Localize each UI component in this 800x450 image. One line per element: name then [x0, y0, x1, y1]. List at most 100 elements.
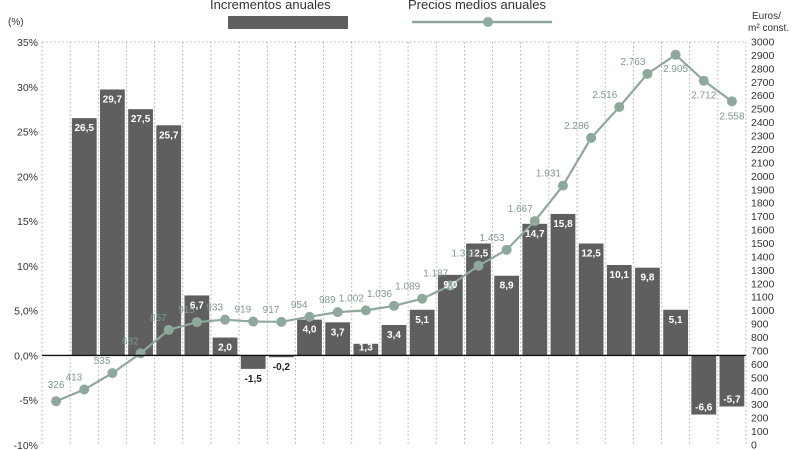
bar-value-label: -5,7: [723, 394, 741, 405]
bar: [522, 223, 548, 356]
price-point: [276, 316, 287, 327]
price-point: [529, 216, 540, 227]
right-axis-tick-label: 2200: [751, 144, 775, 156]
left-axis-tick-label: 0,0%: [14, 350, 38, 362]
right-axis-tick-label: 1200: [751, 278, 775, 290]
bar: [100, 89, 125, 356]
bar: [240, 355, 266, 369]
left-axis-tick-label: 5,0%: [14, 306, 38, 318]
price-point: [642, 68, 653, 79]
bar-value-label: 12,5: [581, 249, 601, 260]
right-axis-tick-label: 1700: [751, 211, 775, 223]
left-axis-tick-label: 20%: [17, 171, 38, 183]
price-value-label: 413: [66, 373, 83, 384]
bar-value-label: 1,3: [359, 342, 373, 353]
right-axis-tick-label: 2900: [751, 50, 775, 62]
bar-value-label: 15,8: [553, 219, 573, 230]
bar: [71, 118, 97, 356]
bar: [381, 324, 407, 356]
legend: Incrementos anuales Precios medios anual…: [210, 0, 552, 29]
bar-value-label: 25,7: [159, 130, 179, 141]
price-point: [726, 96, 737, 107]
bar: [353, 343, 379, 356]
price-point: [417, 293, 428, 304]
price-point: [501, 244, 512, 255]
right-axis-tick-label: 1500: [751, 238, 775, 250]
price-value-label: 1.036: [367, 289, 392, 300]
price-point: [163, 324, 174, 335]
price-point: [445, 280, 456, 291]
price-point: [670, 49, 681, 60]
price-point: [135, 348, 146, 359]
right-axis-tick-label: 1900: [751, 184, 775, 196]
right-axis-tick-label: 3000: [751, 37, 775, 49]
right-axis-tick-label: 700: [751, 345, 769, 357]
price-point: [614, 102, 625, 113]
bar-value-label: -6,6: [695, 403, 713, 414]
price-point: [586, 132, 597, 143]
price-value-label: 989: [319, 295, 336, 306]
right-axis-tick-label: 2600: [751, 90, 775, 102]
left-axis-tick-label: -5%: [19, 395, 38, 407]
price-point: [220, 314, 231, 325]
right-axis-tick-label: 500: [751, 372, 769, 384]
left-axis-tick-label: 35%: [17, 37, 38, 49]
bar: [635, 267, 660, 356]
right-axis-tick-label: 2700: [751, 77, 775, 89]
bar-value-label: -0,2: [273, 362, 291, 373]
bar: [409, 309, 435, 356]
price-value-label: 1.335: [451, 249, 476, 260]
bar-value-label: 27,5: [131, 114, 151, 125]
bar-value-label: 5,1: [415, 315, 429, 326]
bar-value-label: 26,5: [75, 123, 95, 134]
right-axis-tick-label: 900: [751, 319, 769, 331]
bar-value-label: 12,5: [469, 249, 489, 260]
bar: [719, 355, 745, 407]
price-line-series: [51, 49, 737, 407]
price-point: [332, 307, 343, 318]
legend-bars-label: Incrementos anuales: [210, 0, 331, 12]
right-axis-tick-label: 1300: [751, 265, 775, 277]
right-axis-tick-label: 2400: [751, 117, 775, 129]
right-axis-tick-label: 2000: [751, 171, 775, 183]
right-axis-tick-label: 300: [751, 399, 769, 411]
price-point: [304, 311, 315, 322]
price-value-label: 933: [206, 303, 223, 314]
price-point: [557, 180, 568, 191]
bar-value-label: 2,0: [218, 342, 232, 353]
bar: [606, 264, 632, 356]
price-value-label: 1.931: [536, 169, 561, 180]
left-axis-tick-label: 10%: [17, 261, 38, 273]
price-point: [191, 317, 202, 328]
legend-line-marker: [483, 17, 493, 27]
right-axis-unit-line1: Euros/: [752, 11, 781, 22]
price-value-label: 682: [122, 336, 139, 347]
bar: [297, 319, 322, 356]
price-value-label: 917: [263, 305, 280, 316]
right-axis-tick-label: 800: [751, 332, 769, 344]
bar-value-label: 8,9: [500, 281, 514, 292]
legend-line-label: Precios medios anuales: [408, 0, 547, 12]
price-value-label: 535: [94, 356, 111, 367]
left-axis-tick-label: -10%: [13, 440, 38, 450]
bar-value-label: 9,8: [640, 273, 654, 284]
grid-lines: [41, 41, 747, 445]
bar: [212, 337, 238, 356]
price-value-label: 2.516: [592, 90, 617, 101]
bar-value-label: 6,7: [190, 300, 204, 311]
price-point: [51, 396, 62, 407]
legend-bars-swatch: [228, 16, 348, 29]
right-axis-tick-label: 1400: [751, 251, 775, 263]
bar: [663, 309, 688, 356]
left-axis-tick-label: 25%: [17, 127, 38, 139]
bar-value-label: 3,4: [387, 330, 401, 341]
right-axis-tick-label: 600: [751, 359, 769, 371]
bar-value-label: 29,7: [103, 94, 123, 105]
right-axis-tick-label: 400: [751, 386, 769, 398]
price-value-label: 857: [150, 313, 167, 324]
bar: [156, 125, 182, 356]
bar-value-label: 5,1: [669, 315, 683, 326]
right-axis-tick-label: 1600: [751, 225, 775, 237]
price-point: [389, 300, 399, 311]
left-axis-tick-label: 15%: [17, 216, 38, 228]
